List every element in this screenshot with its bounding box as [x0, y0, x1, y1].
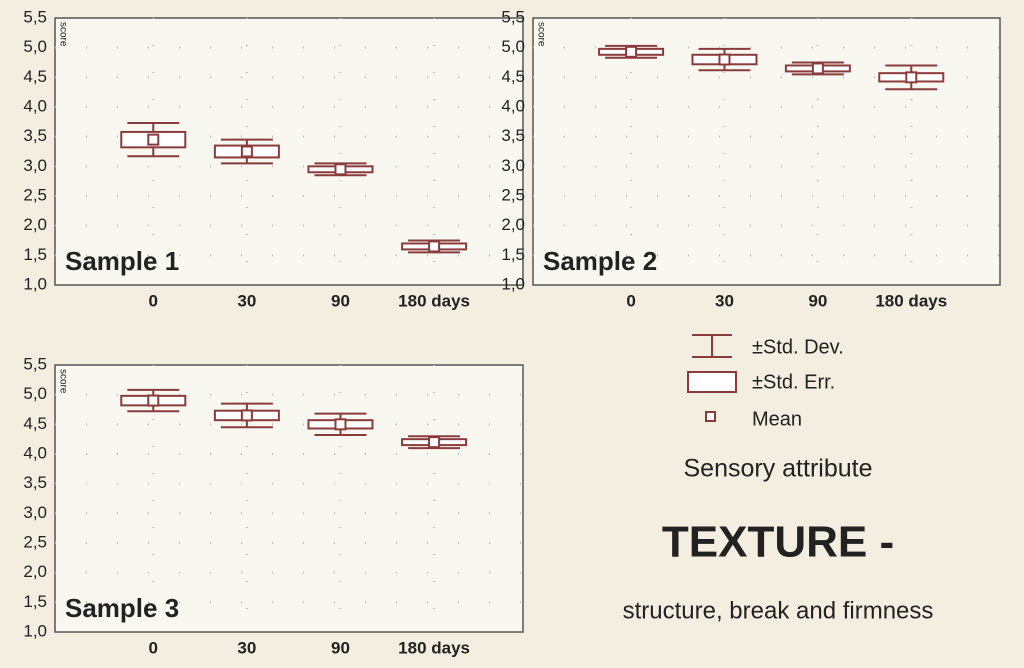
panel: 1,0 1,5 2,0 2,5 3,0 3,5 4,0 4,5 5,0 5,5 score Sampl…	[23, 7, 524, 310]
y-tick-label: 5,5	[23, 7, 47, 26]
y-tick-label: 4,5	[23, 67, 47, 86]
x-tick-label: 0	[149, 638, 158, 657]
y-tick-label: 1,5	[23, 592, 47, 611]
x-tick-label: 0	[149, 291, 158, 310]
y-tick-label: 5,0	[23, 37, 47, 56]
x-tick-label: 90	[808, 291, 827, 310]
y-tick-label: 2,0	[23, 562, 47, 581]
y-axis-label: score	[535, 22, 546, 47]
panel-title: Sample 2	[543, 246, 657, 276]
mean-marker	[625, 45, 638, 58]
mean-marker	[147, 133, 160, 146]
x-tick-label: 180 days	[875, 291, 947, 310]
mean-marker	[240, 145, 253, 158]
legend-se-icon	[687, 371, 737, 393]
x-tick-label: 30	[237, 291, 256, 310]
x-tick-label: 30	[237, 638, 256, 657]
y-tick-label: 3,0	[501, 156, 525, 175]
y-tick-label: 2,5	[501, 185, 525, 204]
y-tick-label: 4,0	[23, 443, 47, 462]
mean-marker	[428, 436, 441, 449]
y-tick-label: 3,0	[23, 503, 47, 522]
y-tick-label: 1,0	[501, 274, 525, 293]
y-axis-label: score	[57, 22, 68, 47]
legend-mean-icon	[705, 411, 716, 422]
y-tick-label: 1,5	[23, 245, 47, 264]
plot-area	[532, 17, 1001, 286]
y-tick-label: 4,5	[501, 67, 525, 86]
panel-title: Sample 1	[65, 246, 179, 276]
caption-title: TEXTURE -	[662, 518, 894, 567]
y-tick-label: 3,5	[23, 473, 47, 492]
y-tick-label: 3,0	[23, 156, 47, 175]
y-tick-label: 5,0	[501, 37, 525, 56]
y-tick-label: 1,0	[23, 621, 47, 640]
plot-area	[54, 364, 524, 633]
y-tick-label: 2,5	[23, 185, 47, 204]
mean-marker	[147, 394, 160, 407]
mean-marker	[334, 418, 347, 431]
x-tick-label: 30	[715, 291, 734, 310]
y-tick-label: 4,5	[23, 414, 47, 433]
y-tick-label: 1,0	[23, 274, 47, 293]
y-tick-label: 3,5	[501, 126, 525, 145]
y-tick-label: 4,0	[23, 96, 47, 115]
y-tick-label: 2,0	[501, 215, 525, 234]
y-tick-label: 5,0	[23, 384, 47, 403]
y-tick-label: 1,5	[501, 245, 525, 264]
legend: ±Std. Dev. ±Std. Err. Mean	[687, 334, 844, 430]
x-tick-label: 180 days	[398, 291, 470, 310]
legend-label: ±Std. Err.	[752, 371, 835, 393]
x-tick-label: 90	[331, 291, 350, 310]
panel-title: Sample 3	[65, 593, 179, 623]
legend-label: ±Std. Dev.	[752, 336, 844, 358]
x-tick-label: 180 days	[398, 638, 470, 657]
y-tick-label: 5,5	[501, 7, 525, 26]
mean-marker	[905, 71, 918, 84]
mean-marker	[334, 163, 347, 176]
x-tick-label: 0	[626, 291, 635, 310]
mean-marker	[718, 53, 731, 66]
panel: 1,0 1,5 2,0 2,5 3,0 3,5 4,0 4,5 5,0 5,5 score Sampl…	[23, 354, 524, 657]
caption-subtitle: Sensory attribute	[684, 455, 873, 483]
panel: 1,0 1,5 2,0 2,5 3,0 3,5 4,0 4,5 5,0 5,5 score Sampl…	[501, 7, 1001, 310]
y-tick-label: 2,0	[23, 215, 47, 234]
x-tick-label: 90	[331, 638, 350, 657]
y-tick-label: 4,0	[501, 96, 525, 115]
mean-marker	[811, 62, 824, 75]
mean-marker	[240, 409, 253, 422]
legend-label: Mean	[752, 408, 802, 430]
mean-marker	[428, 240, 441, 253]
caption-description: structure, break and firmness	[623, 597, 934, 624]
y-tick-label: 3,5	[23, 126, 47, 145]
y-tick-label: 2,5	[23, 532, 47, 551]
y-tick-label: 5,5	[23, 354, 47, 373]
y-axis-label: score	[57, 369, 68, 394]
legend-sd-icon	[692, 334, 732, 358]
